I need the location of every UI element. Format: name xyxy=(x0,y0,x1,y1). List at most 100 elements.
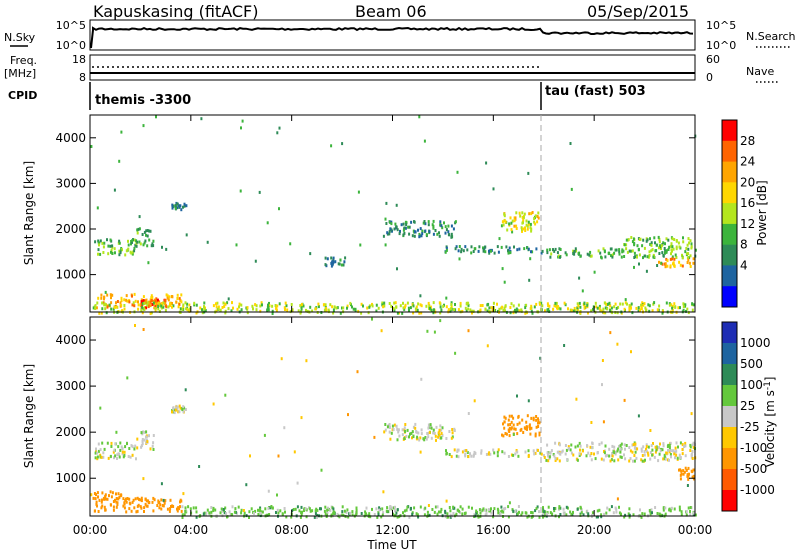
echo-pixel xyxy=(444,511,447,515)
echo-pixel xyxy=(497,448,500,452)
y-tick-label: 4000 xyxy=(55,131,86,145)
echo-pixel xyxy=(174,206,177,210)
power-colorbar-label: Power [dB] xyxy=(755,180,769,245)
echo-pixel xyxy=(117,452,120,456)
echo-pixel xyxy=(477,249,480,253)
echo-pixel xyxy=(533,220,536,224)
echo-pixel xyxy=(395,305,398,309)
echo-pixel xyxy=(412,304,415,308)
echo-pixel xyxy=(509,216,512,220)
echo-pixel xyxy=(446,512,449,516)
echo-pixel xyxy=(365,506,368,510)
echo-pixel xyxy=(433,432,436,435)
echo-pixel xyxy=(648,309,651,313)
echo-pixel xyxy=(658,304,661,308)
echo-pixel xyxy=(661,262,664,266)
echo-pixel xyxy=(202,512,205,516)
echo-pixel xyxy=(388,232,391,236)
echo-pixel xyxy=(115,505,118,509)
echo-pixel xyxy=(497,509,500,513)
echo-pixel xyxy=(649,242,652,246)
echo-pixel xyxy=(373,513,376,516)
echo-pixel xyxy=(131,500,134,504)
echo-pixel xyxy=(624,298,627,302)
echo-pixel xyxy=(538,302,541,306)
echo-pixel xyxy=(593,270,596,274)
echo-pixel xyxy=(529,222,532,226)
echo-pixel xyxy=(522,431,525,434)
echo-pixel xyxy=(412,435,415,439)
echo-pixel xyxy=(168,295,171,299)
echo-pixel xyxy=(671,308,674,312)
echo-pixel xyxy=(670,252,672,256)
echo-pixel xyxy=(131,445,134,449)
echo-pixel xyxy=(224,302,227,306)
echo-pixel xyxy=(188,303,191,307)
echo-pixel xyxy=(640,515,643,519)
echo-pixel xyxy=(143,241,146,245)
echo-pixel xyxy=(464,511,467,515)
echo-pixel xyxy=(403,231,406,235)
echo-pixel xyxy=(150,311,153,315)
colorbar-tick-label: 100 xyxy=(740,378,763,392)
freq-label-1: Freq. xyxy=(10,54,37,67)
echo-pixel xyxy=(644,458,646,462)
echo-pixel xyxy=(435,438,437,442)
echo-pixel xyxy=(614,248,617,252)
echo-pixel xyxy=(152,244,155,248)
echo-pixel xyxy=(546,302,549,306)
echo-pixel xyxy=(252,307,254,311)
echo-pixel xyxy=(187,505,190,509)
echo-pixel xyxy=(559,513,562,516)
echo-pixel xyxy=(427,223,430,227)
echo-pixel xyxy=(492,515,495,519)
echo-pixel xyxy=(107,244,110,248)
echo-pixel xyxy=(503,280,506,284)
echo-pixel xyxy=(276,493,278,497)
echo-pixel xyxy=(441,433,444,437)
echo-pixel xyxy=(535,415,538,418)
echo-pixel xyxy=(567,447,570,450)
echo-pixel xyxy=(652,442,654,445)
echo-pixel xyxy=(660,247,662,250)
echo-pixel xyxy=(475,511,478,515)
echo-pixel xyxy=(450,436,453,440)
echo-pixel xyxy=(289,242,292,246)
echo-pixel xyxy=(447,230,450,234)
echo-pixel xyxy=(550,252,553,256)
echo-pixel xyxy=(339,311,342,315)
echo-pixel xyxy=(527,455,530,458)
echo-pixel xyxy=(240,511,243,515)
echo-pixel xyxy=(430,308,433,312)
echo-pixel xyxy=(192,506,195,510)
echo-pixel xyxy=(560,450,563,454)
echo-pixel xyxy=(629,449,632,453)
echo-pixel xyxy=(385,201,388,205)
echo-pixel xyxy=(329,303,332,307)
echo-pixel xyxy=(110,301,113,305)
echo-pixel xyxy=(472,309,475,313)
echo-pixel xyxy=(368,512,371,516)
echo-pixel xyxy=(125,510,128,514)
echo-pixel xyxy=(533,217,536,220)
echo-pixel xyxy=(221,306,224,309)
echo-pixel xyxy=(182,303,185,307)
echo-pixel xyxy=(424,222,427,226)
echo-pixel xyxy=(460,250,463,254)
echo-pixel xyxy=(157,307,160,311)
echo-pixel xyxy=(96,455,99,459)
echo-pixel xyxy=(505,245,508,249)
echo-pixel xyxy=(492,187,495,191)
echo-pixel xyxy=(246,311,249,315)
echo-pixel xyxy=(687,506,690,510)
echo-pixel xyxy=(572,510,574,514)
echo-pixel xyxy=(354,309,357,313)
echo-region xyxy=(93,490,123,502)
echo-pixel xyxy=(554,456,557,460)
echo-pixel xyxy=(454,303,456,306)
echo-pixel xyxy=(438,231,440,235)
echo-pixel xyxy=(349,301,352,305)
echo-pixel xyxy=(331,305,334,309)
echo-pixel xyxy=(496,507,499,511)
echo-pixel xyxy=(128,447,131,450)
